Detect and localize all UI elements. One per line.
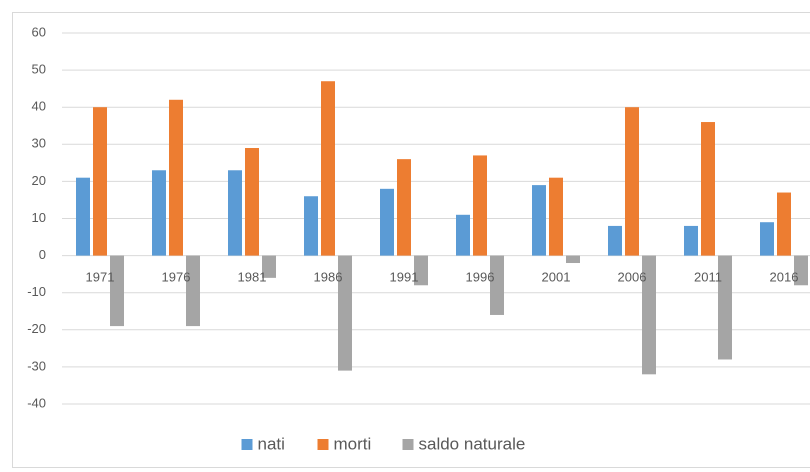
legend-swatch	[402, 439, 414, 450]
y-tick-label: 60	[32, 24, 46, 39]
bar	[110, 255, 124, 327]
bar	[760, 222, 774, 256]
x-tick-label: 2011	[694, 269, 722, 284]
legend-label: saldo naturale	[419, 434, 526, 453]
bar	[152, 170, 166, 256]
bar	[93, 107, 107, 256]
bar	[245, 148, 259, 256]
bar	[304, 196, 318, 256]
legend-swatch	[241, 439, 253, 450]
bar	[397, 159, 411, 256]
bar	[777, 192, 791, 256]
x-tick-label: 1996	[466, 269, 495, 284]
x-tick-label: 1981	[238, 269, 267, 284]
x-tick-label: 1971	[86, 269, 115, 284]
y-tick-label: 0	[39, 247, 46, 262]
bar	[625, 107, 639, 256]
legend-label: morti	[334, 434, 372, 453]
y-tick-label: 50	[32, 62, 46, 77]
y-tick-label: -20	[27, 321, 46, 336]
bar	[473, 155, 487, 256]
x-tick-label: 1986	[314, 269, 343, 284]
bar	[262, 255, 276, 278]
legend-swatch	[317, 439, 329, 450]
y-tick-label: -40	[27, 395, 46, 410]
bar	[338, 255, 352, 371]
bar	[228, 170, 242, 256]
bar	[642, 255, 656, 375]
y-tick-label: -10	[27, 284, 46, 299]
bar	[684, 225, 698, 256]
bar	[169, 99, 183, 256]
x-tick-label: 2006	[618, 269, 647, 284]
bar	[701, 122, 715, 256]
bar	[186, 255, 200, 327]
y-tick-label: 40	[32, 99, 46, 114]
x-tick-label: 2001	[542, 269, 571, 284]
bar	[794, 255, 808, 286]
bar	[456, 214, 470, 256]
x-tick-label: 2016	[770, 269, 799, 284]
bar	[549, 177, 563, 256]
bar	[608, 225, 622, 256]
bar	[718, 255, 732, 360]
bar	[76, 177, 90, 256]
bar	[532, 185, 546, 256]
legend: nati morti saldo naturale	[241, 434, 526, 453]
y-tick-label: 30	[32, 136, 46, 151]
bar	[321, 81, 335, 256]
y-tick-label: -30	[27, 358, 46, 373]
x-tick-label: 1976	[162, 269, 191, 284]
y-tick-label: 20	[32, 173, 46, 188]
y-tick-label: 10	[32, 210, 46, 225]
x-tick-label: 1991	[390, 269, 419, 284]
bar	[566, 255, 580, 264]
bar	[490, 255, 504, 315]
bar	[414, 255, 428, 286]
chart-frame	[12, 12, 810, 468]
bar	[380, 188, 394, 256]
legend-label: nati	[258, 434, 285, 453]
